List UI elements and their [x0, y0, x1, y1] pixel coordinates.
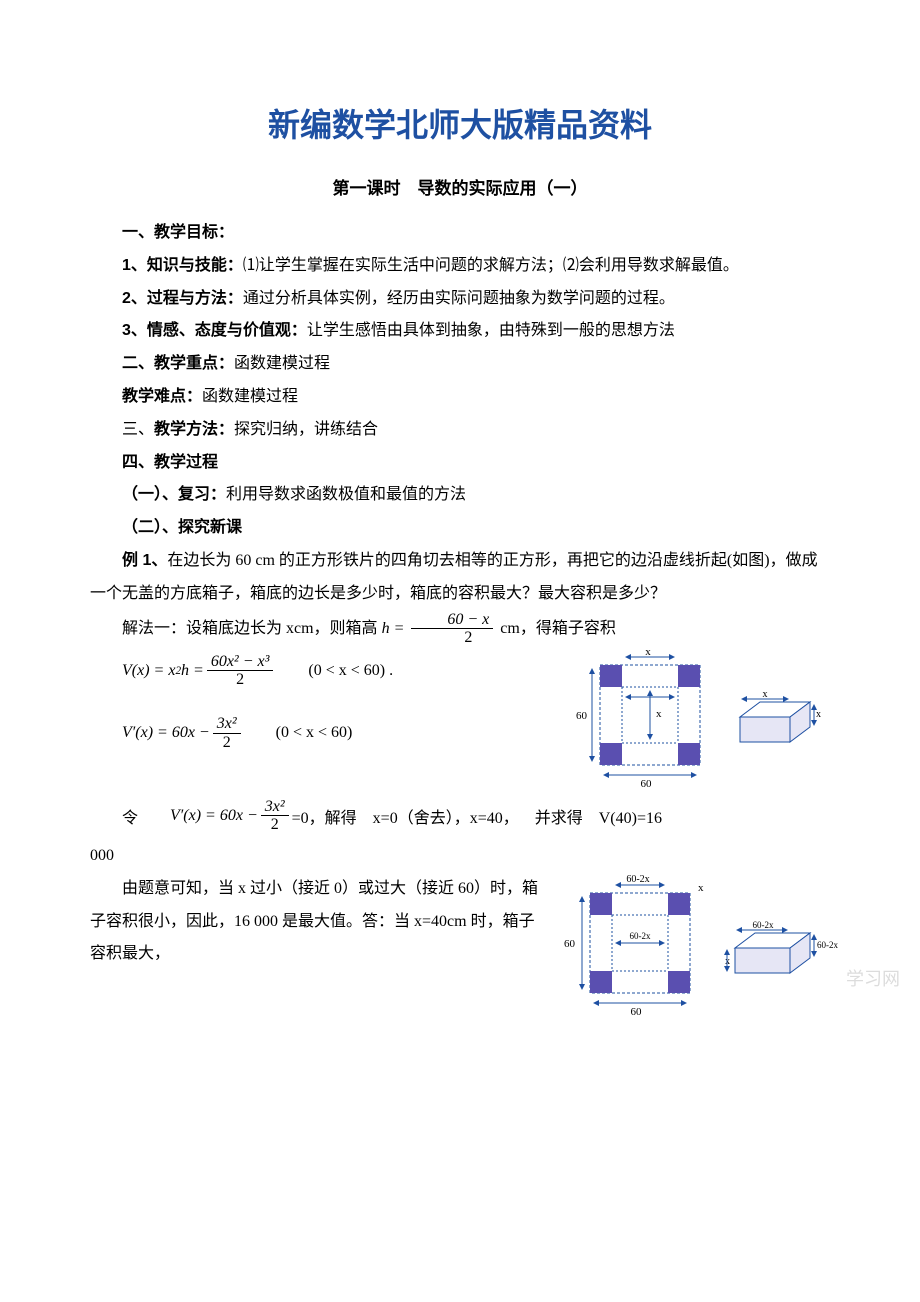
diagram-flat-1: x 60 60 x x x — [570, 647, 830, 787]
fig2-inner: 60-2x — [630, 931, 651, 941]
key-point: 二、教学重点：函数建模过程 — [90, 348, 830, 381]
objective-1: 1、知识与技能：⑴让学生掌握在实际生活中问题的求解方法；⑵会利用导数求解最值。 — [90, 250, 830, 283]
frac-v: 60x² − x³ 2 — [207, 653, 274, 689]
box3d-1-top: x — [763, 689, 768, 700]
v-lhs: V(x) = x — [122, 662, 175, 680]
process-heading: 四、教学过程 — [90, 447, 830, 480]
box3d-2: 60-2x x 60-2x — [725, 920, 838, 973]
meth-text: 探究归纳，讲练结合 — [234, 421, 378, 438]
difficulty: 教学难点：函数建模过程 — [90, 381, 830, 414]
obj3-label: 3、情感、态度与价值观： — [122, 322, 307, 339]
box3d-1-side: x — [816, 709, 821, 720]
fig2-top-cut: 60-2x — [626, 874, 649, 885]
frac-h-den: 2 — [411, 629, 493, 647]
obj1-label: 1、知识与技能： — [122, 257, 243, 274]
frac-vp-num: 3x² — [213, 715, 241, 734]
vp-lhs: V′(x) = 60x − — [122, 724, 210, 742]
fig2-bottom-60: 60 — [631, 1006, 643, 1018]
formula-figure-row-1: V(x) = x 2 h = 60x² − x³ 2 (0 < x < 60) .… — [90, 647, 830, 792]
figures-column-1: x 60 60 x x x — [570, 647, 830, 792]
f3-pre: 令 — [122, 804, 138, 828]
keypoint-text: 函数建模过程 — [234, 355, 330, 372]
frac-vp2-den: 2 — [261, 816, 289, 834]
fig2-top-x: x — [698, 882, 704, 894]
formula-derivative: V′(x) = 60x − 3x² 2 (0 < x < 60) — [90, 715, 550, 751]
f3-rhs: =0，解得 x=0（舍去），x=40， 并求得 V(40)=16 — [292, 804, 662, 828]
v-mid: h = — [181, 662, 204, 680]
lesson-subtitle: 第一课时 导数的实际应用（一） — [90, 174, 830, 199]
conclusion-text: 由题意可知，当 x 过小（接近 0）或过大（接近 60）时，箱子容积很小，因此，… — [90, 873, 540, 971]
fig1-side-60: 60 — [576, 710, 588, 722]
box3d-2-side: 60-2x — [817, 940, 838, 950]
formulas-column: V(x) = x 2 h = 60x² − x³ 2 (0 < x < 60) .… — [90, 647, 550, 757]
diagram-flat-2: 60-2x x 60 60 60-2x 60-2x x — [560, 873, 830, 1023]
fig1-top-x: x — [645, 646, 651, 658]
objective-2: 2、过程与方法：通过分析具体实例，经历由实际问题抽象为数学问题的过程。 — [90, 283, 830, 316]
frac-vp2: 3x² 2 — [261, 798, 289, 834]
frac-h: 60 − x 2 — [411, 611, 493, 647]
document-page: 新编数学北师大版精品资料 第一课时 导数的实际应用（一） 一、教学目标： 1、知… — [0, 0, 920, 1068]
obj2-label: 2、过程与方法： — [122, 290, 243, 307]
frac-vp-den: 2 — [213, 734, 241, 752]
obj3-text: 让学生感悟由具体到抽象，由特殊到一般的思想方法 — [307, 322, 675, 339]
review-text: 利用导数求函数极值和最值的方法 — [226, 486, 466, 503]
diff-text: 函数建模过程 — [202, 388, 298, 405]
conclusion-para: 由题意可知，当 x 过小（接近 0）或过大（接近 60）时，箱子容积很小，因此，… — [90, 873, 540, 971]
figures-column-2: 60-2x x 60 60 60-2x 60-2x x — [560, 873, 830, 1028]
frac-vp: 3x² 2 — [213, 715, 241, 751]
section-heading-objectives: 一、教学目标： — [90, 217, 830, 250]
fig2-side-60: 60 — [564, 938, 576, 950]
sol1-pre: 解法一：设箱底边长为 xcm，则箱高 — [122, 619, 378, 636]
frac-vp2-num: 3x² — [261, 798, 289, 817]
f3-tail-line: 000 — [90, 840, 830, 873]
formula-volume: V(x) = x 2 h = 60x² − x³ 2 (0 < x < 60) . — [90, 653, 550, 689]
box3d-2-top: 60-2x — [753, 920, 774, 930]
main-title: 新编数学北师大版精品资料 — [90, 100, 830, 146]
review-label: （一）、复习： — [122, 486, 226, 503]
f3-tail: 000 — [90, 847, 114, 864]
h-equals: h = — [382, 619, 409, 636]
diff-label: 教学难点： — [122, 388, 202, 405]
example-1: 例 1、在边长为 60 cm 的正方形铁片的四角切去相等的正方形，再把它的边沿虚… — [90, 545, 830, 611]
keypoint-label: 二、教学重点： — [122, 355, 234, 372]
method: 三、教学方法：探究归纳，讲练结合 — [90, 414, 830, 447]
ex1-label: 例 1、 — [122, 552, 167, 569]
solution-line-1: 解法一：设箱底边长为 xcm，则箱高 h = 60 − x 2 cm，得箱子容积 — [90, 611, 830, 647]
fig1-inner-x: x — [656, 708, 662, 720]
objective-3: 3、情感、态度与价值观：让学生感悟由具体到抽象，由特殊到一般的思想方法 — [90, 315, 830, 348]
formula-solve: 令 V′(x) = 60x − 3x² 2 =0，解得 x=0（舍去），x=40… — [90, 798, 830, 834]
meth-label: 教学方法： — [154, 421, 234, 438]
obj1-text: ⑴让学生掌握在实际生活中问题的求解方法；⑵会利用导数求解最值。 — [243, 257, 739, 274]
frac-h-num: 60 − x — [411, 611, 493, 630]
sol1-post: cm，得箱子容积 — [500, 619, 616, 636]
conclusion-row: 由题意可知，当 x 过小（接近 0）或过大（接近 60）时，箱子容积很小，因此，… — [90, 873, 830, 1028]
obj2-text: 通过分析具体实例，经历由实际问题抽象为数学问题的过程。 — [243, 290, 675, 307]
box3d-1: x x — [740, 689, 821, 742]
explore-heading: （二）、探究新课 — [90, 512, 830, 545]
vp-cond: (0 < x < 60) — [276, 724, 353, 742]
meth-pre: 三、 — [122, 421, 154, 438]
review: （一）、复习：利用导数求函数极值和最值的方法 — [90, 479, 830, 512]
frac-v-den: 2 — [207, 671, 274, 689]
ex1-text: 在边长为 60 cm 的正方形铁片的四角切去相等的正方形，再把它的边沿虚线折起(… — [90, 552, 818, 602]
f3-lhs: V′(x) = 60x − — [170, 807, 258, 825]
fig1-bottom-60: 60 — [641, 778, 653, 790]
v-cond: (0 < x < 60) . — [308, 662, 393, 680]
frac-v-num: 60x² − x³ — [207, 653, 274, 672]
